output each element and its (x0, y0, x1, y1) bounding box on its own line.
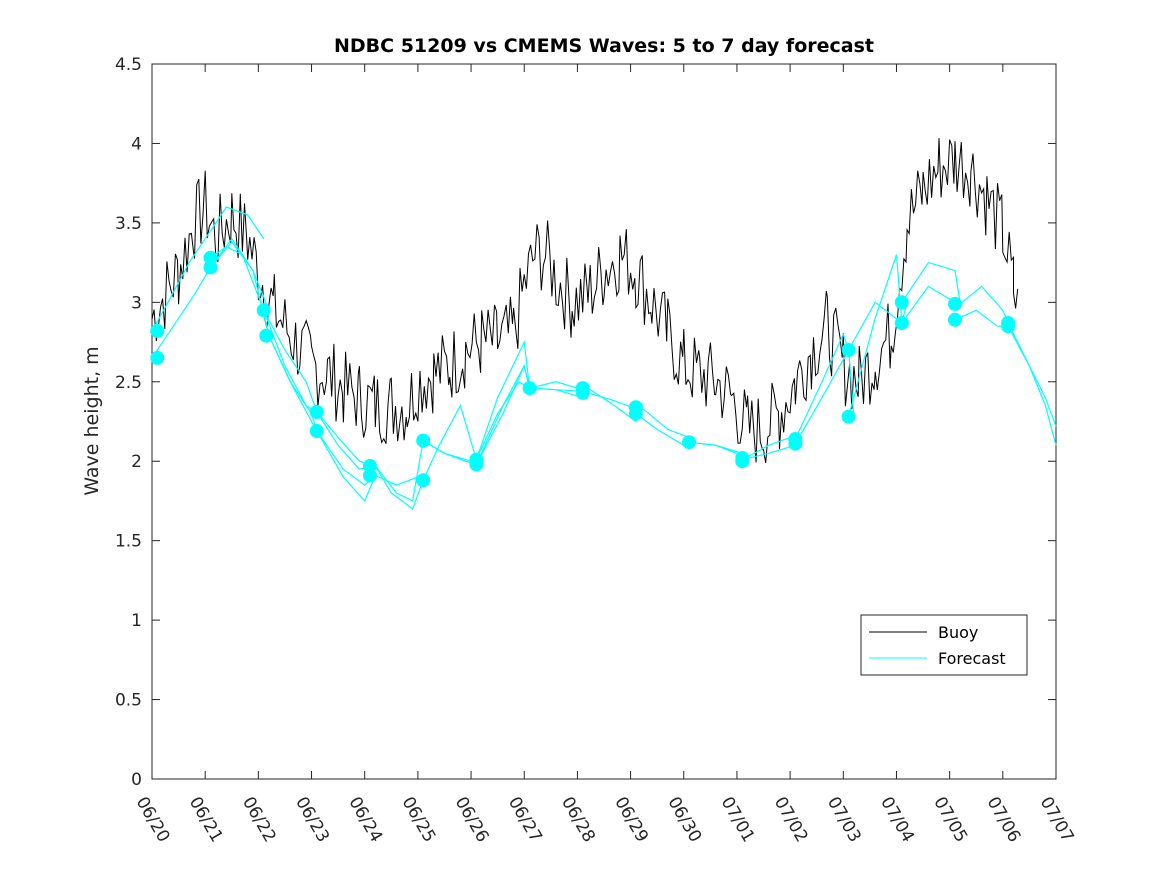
forecast-line (151, 206, 265, 332)
forecast-point (203, 260, 218, 275)
y-tick-label: 3.5 (115, 214, 142, 234)
y-axis-label: Wave height, m (81, 346, 103, 495)
y-tick-label: 4.5 (115, 55, 142, 75)
legend-label-buoy: Buoy (938, 623, 978, 642)
forecast-point (309, 405, 324, 419)
forecast-point (150, 323, 165, 338)
forecast-point (309, 424, 324, 438)
y-tick-label: 0.5 (115, 691, 142, 711)
chart-title: NDBC 51209 vs CMEMS Waves: 5 to 7 day fo… (334, 35, 874, 57)
y-tick-label: 2.5 (115, 373, 142, 393)
forecast-point (256, 303, 271, 318)
forecast-point (894, 295, 909, 310)
forecast-point (416, 433, 431, 448)
forecast-point (841, 343, 856, 357)
forecast-point (259, 328, 274, 343)
legend-label-forecast: Forecast (938, 649, 1006, 668)
forecast-line (1007, 322, 1057, 427)
forecast-point (1001, 319, 1016, 334)
forecast-point (682, 435, 697, 450)
forecast-point (735, 454, 750, 469)
forecast-point (841, 409, 856, 424)
forecast-point (416, 473, 431, 488)
y-tick-label: 4 (131, 134, 142, 154)
forecast-point (203, 250, 218, 265)
y-tick-label: 2 (131, 452, 142, 472)
y-tick-label: 0 (131, 770, 142, 790)
legend-box (860, 614, 1028, 676)
forecast-point (522, 381, 537, 396)
y-tick-label: 3 (131, 293, 142, 313)
forecast-point (150, 350, 165, 365)
buoy-line (151, 138, 1019, 464)
forecast-point (469, 457, 484, 472)
forecast-point (575, 385, 590, 400)
forecast-point (948, 296, 962, 311)
y-tick-label: 1 (131, 611, 142, 631)
forecast-point (894, 316, 909, 330)
plot-area: 00.511.522.533.544.506/20 06/21 06/22 06/23… (115, 55, 1078, 846)
forecast-point (788, 436, 803, 451)
forecast-point (628, 406, 643, 421)
forecast-point (363, 468, 377, 483)
legend: Buoy Forecast (860, 614, 1028, 676)
forecast-point (948, 312, 962, 327)
y-tick-label: 1.5 (115, 532, 142, 552)
